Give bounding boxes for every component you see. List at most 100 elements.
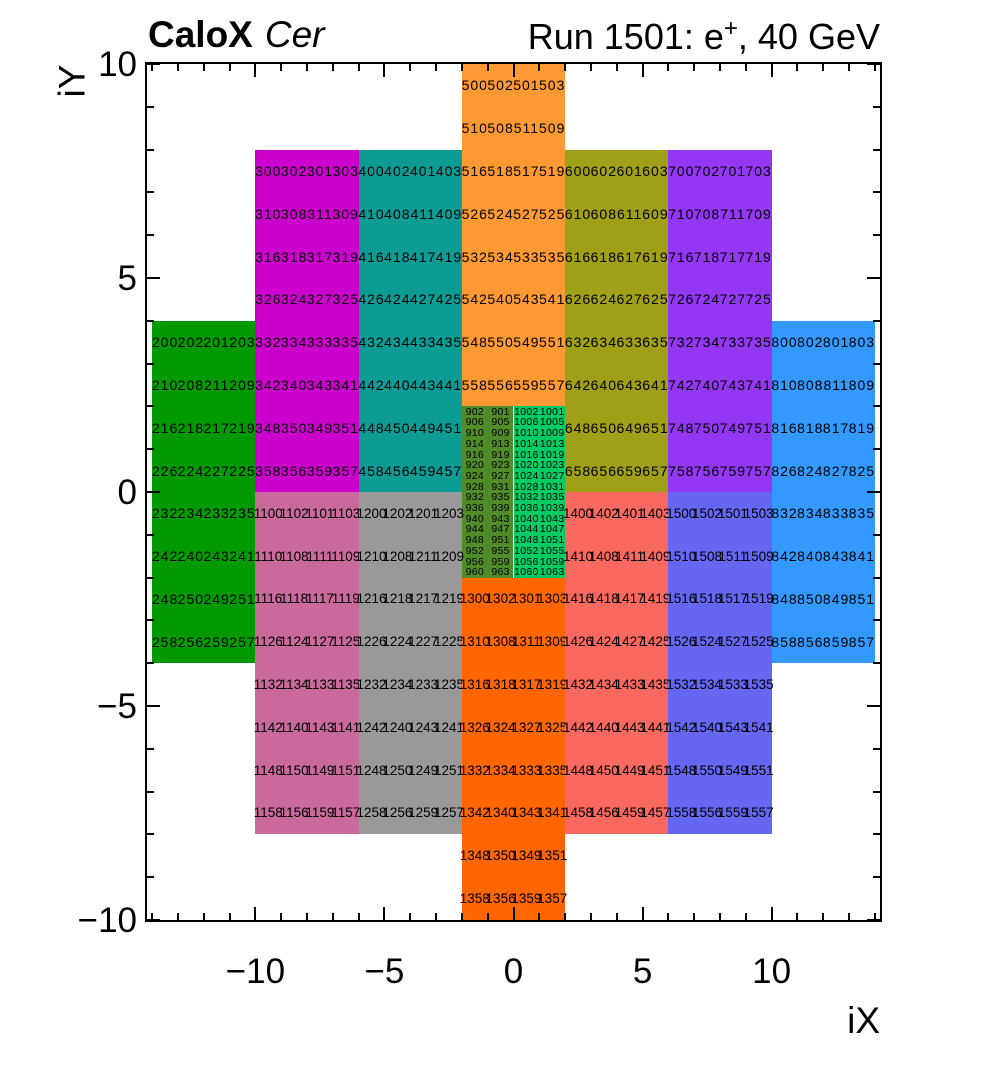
channel-cell: 1518 <box>692 591 723 607</box>
channel-cell: 1111 <box>306 548 334 564</box>
channel-cell: 710 <box>668 205 695 222</box>
channel-cell: 733 <box>719 334 747 351</box>
y-tick <box>147 491 160 493</box>
channel-cell: 1456 <box>588 805 619 821</box>
x-tick <box>176 64 179 71</box>
channel-cell: 1002 <box>514 405 539 418</box>
channel-cell: 1319 <box>537 677 568 693</box>
channel-cell: 1116 <box>254 591 283 607</box>
x-tick <box>280 64 283 71</box>
channel-cell: 1410 <box>562 548 594 564</box>
channel-cell: 1426 <box>562 634 594 650</box>
board-400: 400 402 401 403 410 408 411 409 416 418 417 419 426 4… <box>358 149 463 492</box>
channel-cell: 1158 <box>253 805 283 821</box>
channel-cell: 701 <box>719 162 747 179</box>
y-tick-label: 10 <box>98 45 137 84</box>
channel-cell: 750 <box>693 419 721 436</box>
channel-cell: 1358 <box>459 891 490 907</box>
channel-cell: 1559 <box>717 805 748 821</box>
y-tick <box>147 148 154 151</box>
channel-cell: 402 <box>384 162 411 179</box>
channel-cell: 952 <box>465 544 484 557</box>
channel-cell: 451 <box>435 419 463 436</box>
channel-cell: 724 <box>693 291 721 308</box>
channel-cell: 559 <box>513 376 540 393</box>
channel-cell: 1416 <box>562 591 594 607</box>
channel-cell: 1325 <box>537 719 568 735</box>
channel-cell: 1411 <box>615 548 645 564</box>
channel-cell: 1249 <box>408 762 439 778</box>
channel-cell: 400 <box>358 162 385 179</box>
channel-cell: 625 <box>642 291 669 308</box>
channel-cell: 740 <box>693 376 721 393</box>
channel-cell: 843 <box>822 548 850 565</box>
channel-cell: 1549 <box>717 762 748 778</box>
channel-cell: 418 <box>384 248 411 265</box>
channel-cell: 1209 <box>433 548 464 564</box>
y-tick <box>147 105 154 108</box>
channel-cell: 1202 <box>382 505 413 521</box>
channel-cell: 1125 <box>331 634 361 650</box>
channel-cell: 308 <box>280 205 308 222</box>
channel-cell: 1156 <box>279 805 309 821</box>
y-tick <box>873 191 880 194</box>
y-tick <box>873 448 880 451</box>
x-tick <box>176 913 179 920</box>
channel-cell: 657 <box>642 462 669 479</box>
channel-cell: 735 <box>745 334 772 351</box>
channel-cell: 1019 <box>539 448 565 461</box>
y-tick <box>147 662 154 665</box>
channel-cell: 951 <box>491 534 510 547</box>
channel-cell: 356 <box>280 462 308 479</box>
x-tick <box>718 913 721 920</box>
channel-cell: 300 <box>255 162 282 179</box>
y-tick <box>873 533 880 536</box>
channel-cell: 841 <box>848 548 876 565</box>
channel-cell: 1134 <box>279 677 309 693</box>
channel-cell: 1132 <box>253 677 283 693</box>
x-tick <box>331 64 334 71</box>
channel-cell: 1324 <box>485 719 516 735</box>
channel-cell: 1435 <box>640 677 671 693</box>
x-tick <box>796 64 799 71</box>
channel-cell: 250 <box>177 590 205 607</box>
channel-cell: 800 <box>771 334 798 351</box>
channel-cell: 1341 <box>537 805 568 821</box>
channel-cell: 643 <box>616 376 643 393</box>
channel-cell: 1044 <box>514 523 539 536</box>
x-tick <box>306 64 309 71</box>
x-tick <box>409 913 412 920</box>
y-tick-label: −10 <box>77 901 137 940</box>
channel-cell: 1542 <box>666 719 697 735</box>
board-800: 800 802 801 803 810 808 811 809 816 818 817 819 826 8… <box>771 320 876 664</box>
channel-cell: 857 <box>848 633 876 650</box>
channel-cell: 325 <box>332 291 359 308</box>
channel-cell: 1243 <box>408 719 439 735</box>
channel-cell: 642 <box>564 376 592 393</box>
channel-cell: 1556 <box>692 805 723 821</box>
channel-cell: 1055 <box>539 544 565 557</box>
channel-cell: 543 <box>513 291 540 308</box>
channel-cell: 1409 <box>640 548 671 564</box>
board-1400: 1400 1402 1401 1403 1410 1408 1411 1409 1416 1418… <box>562 492 671 835</box>
x-tick <box>486 913 489 920</box>
channel-cell: 920 <box>465 459 484 472</box>
channel-cell: 1140 <box>279 719 309 735</box>
channel-cell: 1110 <box>254 548 283 564</box>
channel-cell: 1100 <box>253 505 283 521</box>
channel-cell: 1310 <box>459 634 490 650</box>
plot-title-right: Run 1501: e+, 40 GeV <box>528 16 880 58</box>
channel-cell: 243 <box>203 548 230 565</box>
channel-cell: 1256 <box>382 805 413 821</box>
channel-cell: 1543 <box>717 719 748 735</box>
channel-cell: 432 <box>358 334 385 351</box>
x-tick <box>822 913 825 920</box>
channel-cell: 618 <box>590 248 617 265</box>
channel-cell: 450 <box>384 419 411 436</box>
channel-cell: 626 <box>564 291 592 308</box>
channel-cell: 433 <box>409 334 437 351</box>
channel-cell: 751 <box>745 419 772 436</box>
channel-cell: 1014 <box>514 437 539 450</box>
x-tick <box>744 913 747 920</box>
